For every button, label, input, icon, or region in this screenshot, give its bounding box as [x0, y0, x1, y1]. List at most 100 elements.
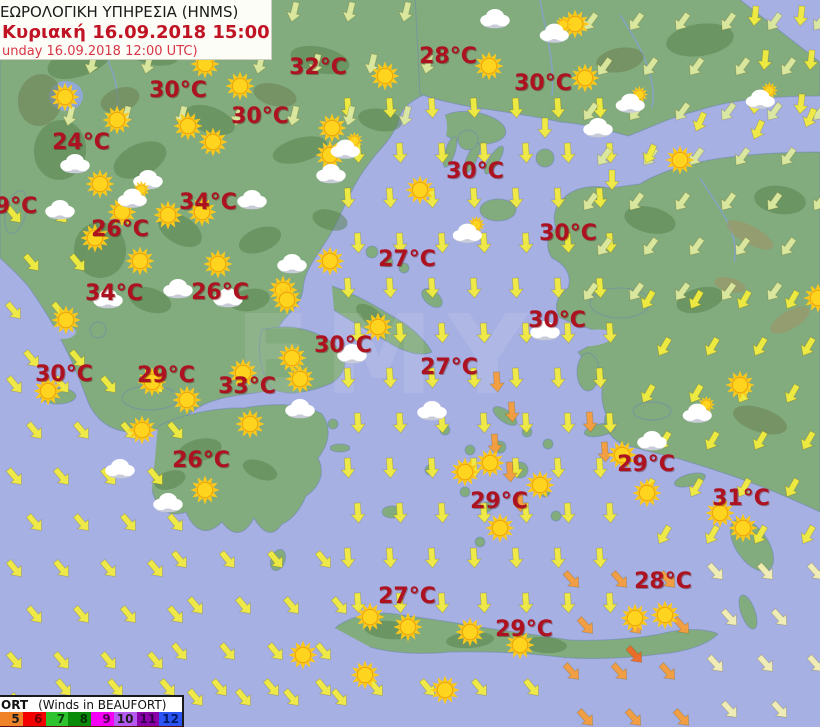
wind-arrow	[806, 8, 820, 36]
legend-title-right: (Winds in BEAUFORT)	[38, 697, 167, 712]
wind-arrow	[682, 53, 710, 81]
wind-arrow	[502, 274, 530, 302]
sun-icon	[605, 438, 639, 472]
wind-arrow	[544, 454, 572, 482]
wind-arrow	[778, 380, 806, 408]
wind-arrow	[502, 184, 530, 212]
legend-cell: 10	[113, 712, 137, 726]
wind-arrow	[386, 589, 414, 617]
wind-arrow	[162, 509, 190, 537]
wind-arrow	[206, 674, 234, 702]
wind-arrow	[572, 704, 600, 727]
wind-arrow	[1, 555, 29, 583]
wind-arrow	[554, 139, 582, 167]
wind-arrow	[428, 229, 456, 257]
wind-arrow	[752, 650, 780, 678]
temperature-label: 28°C	[419, 44, 477, 69]
wind-arrow	[95, 555, 123, 583]
sun-icon	[523, 468, 557, 502]
wind-arrow	[428, 499, 456, 527]
wind-arrow	[816, 696, 820, 724]
wind-arrow	[50, 674, 78, 702]
wind-arrow	[590, 53, 618, 81]
wind-arrow	[760, 98, 788, 126]
wind-arrow	[496, 458, 524, 486]
legend-cell: 6	[22, 712, 46, 726]
temperature-label: 27°C	[378, 584, 436, 609]
sun-icon	[275, 341, 309, 375]
sun-icon	[31, 374, 65, 408]
wind-arrow	[336, 0, 364, 26]
wind-arrow	[621, 641, 649, 669]
temperature-label: 32°C	[289, 55, 347, 80]
wind-arrow	[414, 674, 442, 702]
wind-arrow	[746, 333, 774, 361]
wind-arrow	[668, 278, 696, 306]
wind-arrow	[512, 229, 540, 257]
temperature-label: 30°C	[314, 333, 372, 358]
wind-arrow	[1, 463, 29, 491]
sun-icon	[48, 80, 82, 114]
wind-arrow	[334, 364, 362, 392]
sun-icon	[403, 173, 437, 207]
sun-icon	[313, 138, 347, 172]
wind-arrow	[278, 684, 306, 712]
sun-icon	[368, 59, 402, 93]
wind-arrow	[714, 278, 742, 306]
cloud-icon	[334, 342, 370, 364]
wind-arrow	[572, 612, 600, 640]
wind-arrow	[142, 647, 170, 675]
island-aegina	[327, 418, 339, 430]
sun-cloud-icon	[115, 180, 155, 210]
temperature-label: 9°C	[0, 194, 38, 219]
wind-arrow	[760, 278, 788, 306]
wind-arrow	[682, 233, 710, 261]
sun-icon	[171, 109, 205, 143]
wind-arrow	[182, 684, 210, 712]
legend-cell: 7	[45, 712, 69, 726]
wind-arrow	[716, 696, 744, 724]
sun-cloud-icon	[743, 81, 783, 111]
wind-arrow	[760, 188, 788, 216]
wind-arrow	[741, 2, 769, 30]
wind-arrow	[586, 544, 614, 572]
wind-arrow	[576, 98, 604, 126]
wind-arrow	[686, 108, 714, 136]
sun-icon	[663, 143, 697, 177]
island-thasos	[457, 129, 479, 151]
wind-arrow	[376, 454, 404, 482]
wind-arrow	[230, 592, 258, 620]
wind-arrow	[806, 188, 820, 216]
wind-arrow	[636, 233, 664, 261]
cloud-icon	[414, 399, 450, 421]
wind-arrow	[182, 592, 210, 620]
sun-cloud-icon	[613, 85, 653, 115]
wind-arrow	[326, 592, 354, 620]
temperature-label: 29°C	[617, 452, 675, 477]
wind-arrow	[280, 102, 308, 130]
sun-icon	[428, 673, 462, 707]
sun-icon	[135, 365, 169, 399]
wind-arrow	[21, 417, 49, 445]
wind-arrow	[310, 546, 338, 574]
sun-icon	[185, 195, 219, 229]
wind-arrow	[787, 2, 815, 30]
wind-arrow	[386, 409, 414, 437]
wind-arrow	[376, 364, 404, 392]
wind-arrow	[334, 454, 362, 482]
sun-icon	[723, 368, 757, 402]
sun-icon	[283, 362, 317, 396]
sun-icon	[83, 167, 117, 201]
wind-arrow	[774, 233, 802, 261]
wind-arrow	[48, 463, 76, 491]
wind-arrow	[682, 286, 710, 314]
wind-arrow	[634, 286, 662, 314]
sun-icon	[801, 281, 820, 315]
legend-scale: 5 6 7 8 9 10 11 12	[0, 712, 182, 726]
wind-arrow	[682, 380, 710, 408]
sun-icon	[315, 111, 349, 145]
wind-arrow	[622, 278, 650, 306]
wind-arrow	[502, 94, 530, 122]
cloud-icon	[42, 198, 78, 220]
